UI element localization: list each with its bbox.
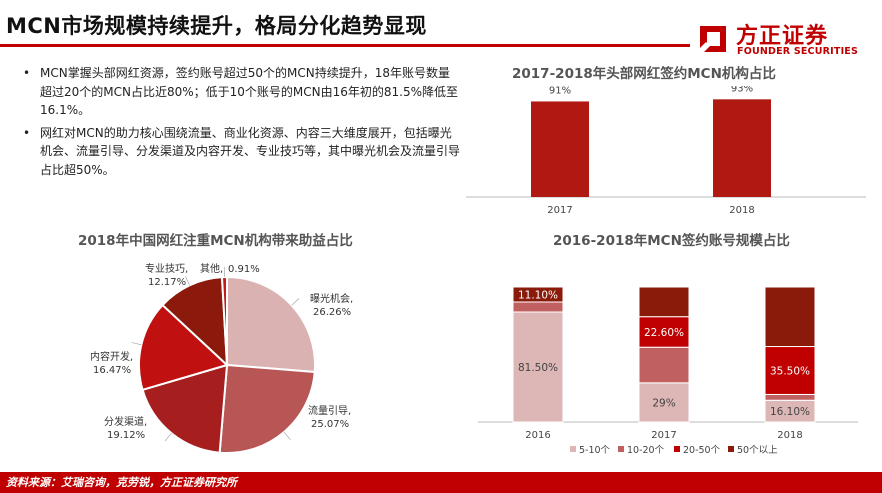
page-title: MCN市场规模持续提升，格局分化趋势显现 bbox=[6, 14, 427, 38]
leader-line bbox=[291, 298, 300, 306]
leader-line bbox=[131, 342, 142, 346]
summary-bullets: MCN掌握头部网红资源，签约账号超过50个的MCN持续提升，18年账号数量超过2… bbox=[20, 64, 460, 183]
data-label: 93% bbox=[731, 86, 753, 94]
bullet-item: 网红对MCN的助力核心围绕流量、商业化资源、内容三大维度展开，包括曝光机会、流量… bbox=[20, 124, 460, 180]
pie-slice-0 bbox=[226, 275, 316, 374]
logo-text-cn: 方正证券 bbox=[736, 24, 829, 49]
logo-mark-icon bbox=[696, 26, 726, 56]
segment-label: 22.60% bbox=[644, 327, 684, 339]
chart-title-pie: 2018年中国网红注重MCN机构带来助益占比 bbox=[78, 233, 353, 249]
company-logo: 方正证券 FOUNDER SECURITIES bbox=[696, 18, 878, 62]
slice-value: 16.47% bbox=[93, 365, 131, 376]
legend-swatch-2 bbox=[674, 446, 680, 452]
segment-label: 29% bbox=[652, 397, 675, 409]
pie-slice-3 bbox=[138, 303, 229, 392]
slice-name: 曝光机会, bbox=[310, 292, 353, 305]
legend-label: 10-20个 bbox=[627, 445, 665, 456]
slice-name: 流量引导, bbox=[308, 404, 351, 417]
legend-label: 20-50个 bbox=[683, 445, 721, 456]
chart-title-stacked: 2016-2018年MCN签约账号规模占比 bbox=[553, 233, 790, 249]
pie-slice-4 bbox=[161, 276, 229, 368]
bar-chart-head-influencers: 91% 2017 93% 2018 bbox=[466, 86, 866, 216]
leader-line bbox=[185, 276, 190, 286]
bullet-item: MCN掌握头部网红资源，签约账号超过50个的MCN持续提升，18年账号数量超过2… bbox=[20, 64, 460, 120]
slice-value: 19.12% bbox=[107, 430, 145, 441]
x-tick-label: 2018 bbox=[777, 430, 802, 441]
bar-segment-2017-1 bbox=[638, 346, 690, 384]
leader-line bbox=[283, 431, 291, 440]
legend-label: 5-10个 bbox=[579, 445, 611, 456]
chart-title-top-right: 2017-2018年头部网红签约MCN机构占比 bbox=[512, 66, 776, 82]
pie-slice-5 bbox=[220, 275, 228, 366]
bar-segment-2017-3 bbox=[638, 286, 690, 318]
slice-name: 专业技巧, bbox=[145, 262, 188, 275]
slice-name: 其他, bbox=[200, 262, 223, 275]
bar-segment-2016-3 bbox=[512, 286, 564, 303]
slice-value: 12.17% bbox=[148, 277, 186, 288]
bar-segment-2018-1 bbox=[764, 393, 816, 401]
legend-label: 50个以上 bbox=[737, 445, 778, 456]
stacked-bar-chart-accounts: 81.50% 11.10% 2016 29% 22.60% 2017 16.10% 35.50… bbox=[478, 286, 858, 456]
legend-swatch-1 bbox=[618, 446, 624, 452]
x-tick-label: 2017 bbox=[651, 430, 676, 441]
pie-chart-benefits: 曝光机会, 26.26% 流量引导, 25.07% 分发渠道, 19.12% 内容开发, 16… bbox=[90, 262, 353, 454]
x-tick-label: 2018 bbox=[729, 205, 754, 216]
bar-2017 bbox=[531, 101, 589, 197]
footer-source: 资料来源：艾瑞咨询，克劳锐，方正证券研究所 bbox=[6, 476, 237, 489]
logo-text-en: FOUNDER SECURITIES bbox=[737, 46, 859, 57]
leader-line bbox=[164, 433, 172, 442]
data-label: 91% bbox=[549, 86, 571, 96]
slice-name: 分发渠道, bbox=[104, 415, 147, 428]
x-tick-label: 2017 bbox=[547, 205, 572, 216]
segment-label: 81.50% bbox=[518, 362, 558, 374]
legend-swatch-0 bbox=[570, 446, 576, 452]
bar-segment-2017-0 bbox=[638, 382, 690, 423]
title-rule bbox=[0, 44, 690, 47]
bar-segment-2016-1 bbox=[512, 301, 564, 313]
segment-label: 11.10% bbox=[518, 290, 558, 302]
slice-value: 0.91% bbox=[228, 264, 260, 275]
footer-bar bbox=[0, 472, 882, 493]
slice-value: 26.26% bbox=[313, 307, 351, 318]
slice-name: 内容开发, bbox=[90, 350, 133, 363]
x-tick-label: 2016 bbox=[525, 430, 550, 441]
segment-label: 35.50% bbox=[770, 366, 810, 378]
segment-label: 16.10% bbox=[770, 406, 810, 418]
bar-segment-2018-3 bbox=[764, 286, 816, 348]
legend-swatch-3 bbox=[728, 446, 734, 452]
bar-2018 bbox=[713, 99, 771, 197]
pie-slice-1 bbox=[218, 363, 316, 454]
slice-value: 25.07% bbox=[311, 419, 349, 430]
